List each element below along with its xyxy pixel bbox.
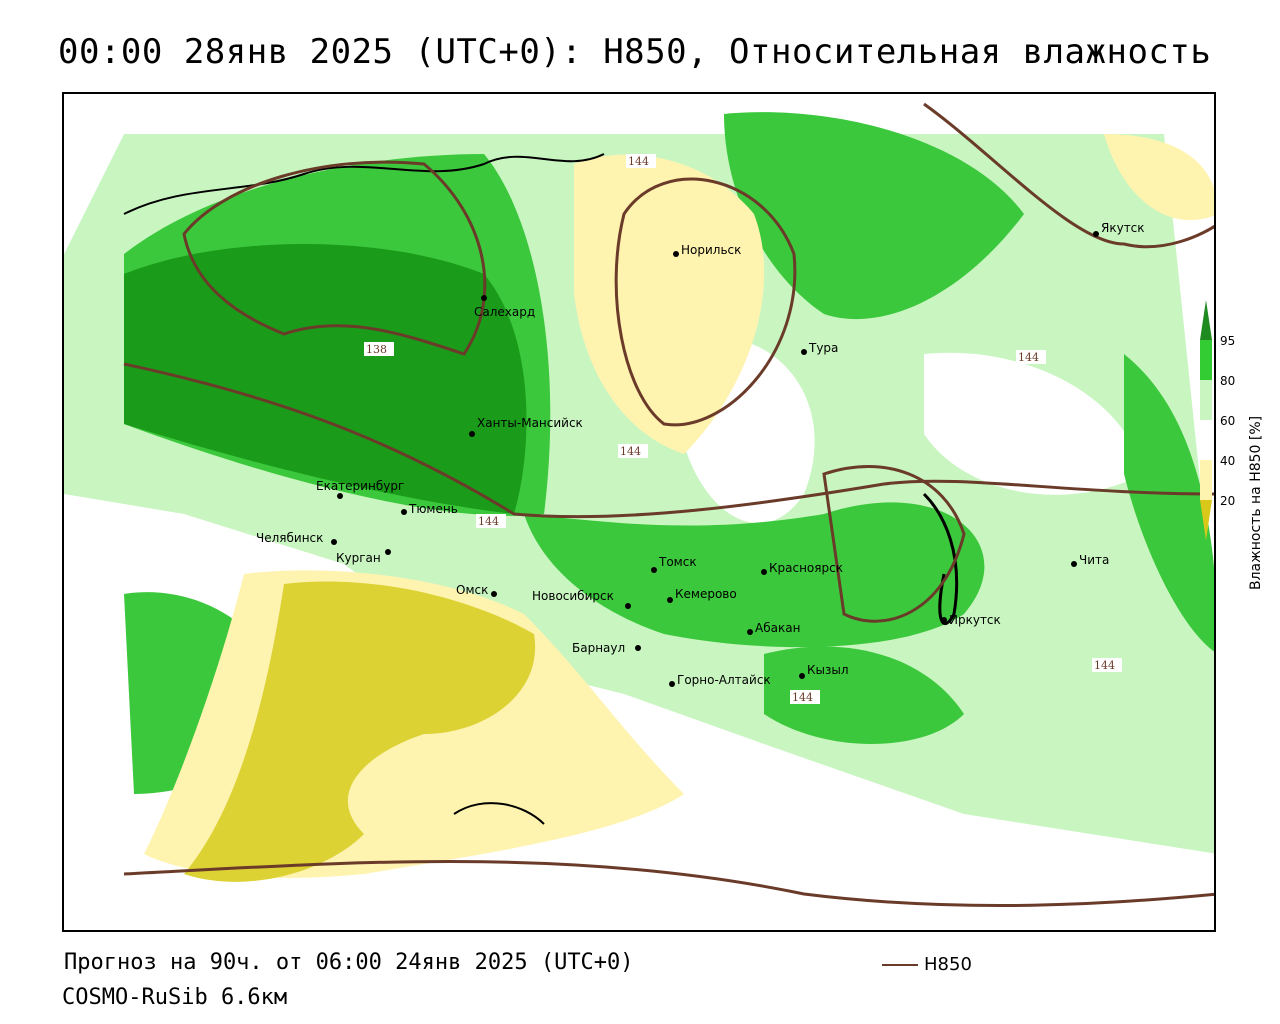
city-irkutsk[interactable]: Иркутск [941,613,1001,627]
svg-text:Кызыл: Кызыл [807,663,849,677]
svg-text:144: 144 [628,155,649,168]
city-salekhard[interactable]: Салехард [474,295,535,319]
colorbar-tick: 60 [1220,414,1236,428]
city-tyumen[interactable]: Тюмень [401,502,458,516]
svg-text:Томск: Томск [658,555,697,569]
colorbar-swatches [1200,300,1212,540]
dark-green-core [124,244,527,514]
city-krasnoyarsk[interactable]: Красноярск [761,561,843,575]
svg-text:Новосибирск: Новосибирск [532,589,614,603]
colorbar-swatch-20 [1200,460,1212,500]
city-kurgan[interactable]: Курган [336,549,391,565]
olive-area-kazakhstan [184,581,536,882]
svg-text:Чита: Чита [1079,553,1109,567]
svg-text:144: 144 [792,691,813,704]
city-yekaterinburg[interactable]: Екатеринбург [316,479,404,499]
lake-baikal [922,492,959,626]
svg-text:Норильск: Норильск [681,243,741,257]
svg-text:144: 144 [1094,659,1115,672]
city-chelyabinsk[interactable]: Челябинск [256,531,337,545]
contour-label: 144 [1016,350,1046,364]
city-yakutsk[interactable]: Якутск [1093,221,1145,237]
green-area-far-east [1124,354,1214,652]
svg-text:Ханты-Мансийск: Ханты-Мансийск [477,416,583,430]
contour-label: 138 [364,342,394,356]
svg-text:Салехард: Салехард [474,305,535,319]
colorbar-title: Влажность на H850 [%] [1248,415,1264,590]
lake-balkhash [453,802,545,825]
colorbar-swatch-low [1200,500,1212,540]
city-novosibirsk[interactable]: Новосибирск [532,589,631,609]
green-area-sayan [764,646,964,744]
city-gorno-altaysk[interactable]: Горно-Алтайск [669,673,771,687]
svg-text:144: 144 [620,445,641,458]
contour-label: 144 [618,444,648,458]
svg-text:Якутск: Якутск [1101,221,1145,235]
contour-label: 144 [790,690,820,704]
colorbar-tick: 80 [1220,374,1236,388]
h850-contour-baikal [822,465,966,623]
map-title: 00:00 28янв 2025 (UTC+0): H850, Относите… [58,32,1212,72]
svg-text:Иркутск: Иркутск [949,613,1001,627]
h850-contour-line [123,362,1214,519]
colorbar-swatch-60 [1200,380,1212,420]
svg-text:144: 144 [1018,351,1039,364]
colorbar-swatch-95 [1200,300,1212,340]
city-norilsk[interactable]: Норильск [673,243,741,257]
svg-text:Горно-Алтайск: Горно-Алтайск [677,673,771,687]
model-name: COSMO-RuSib 6.6км [62,985,288,1010]
svg-text:Красноярск: Красноярск [769,561,843,575]
h850-contour-high [614,177,797,427]
humidity-map: 144 138 144 144 144 144 144 Норил [64,94,1214,930]
svg-text:Тура: Тура [808,341,838,355]
city-chita[interactable]: Чита [1071,553,1109,567]
colorbar-swatch-40 [1200,420,1212,460]
city-barnaul[interactable]: Барнаул [572,641,641,655]
contour-legend-line [882,964,918,966]
arctic-coastline [123,153,605,215]
svg-text:Челябинск: Челябинск [256,531,323,545]
map-panel[interactable]: 144 138 144 144 144 144 144 Норил [62,92,1216,932]
humidity-colorbar: 95 80 60 40 20 [1196,300,1280,600]
city-khanty-mansiysk[interactable]: Ханты-Мансийск [469,416,583,437]
h850-contour-south [123,860,1214,908]
forecast-info: Прогноз на 90ч. от 06:00 24янв 2025 (UTC… [64,950,634,975]
svg-text:Екатеринбург: Екатеринбург [316,479,404,493]
city-kyzyl[interactable]: Кызыл [799,663,849,679]
colorbar-tick: 40 [1220,454,1236,468]
city-tura[interactable]: Тура [801,341,838,355]
city-tomsk[interactable]: Томск [651,555,697,573]
city-abakan[interactable]: Абакан [747,621,800,635]
city-kemerovo[interactable]: Кемерово [667,587,737,603]
contour-label: 144 [1092,658,1122,672]
colorbar-tick: 20 [1220,494,1236,508]
colorbar-tick: 95 [1220,334,1236,348]
svg-text:Омск: Омск [456,583,488,597]
svg-text:Абакан: Абакан [755,621,800,635]
green-area-north-east [724,112,1024,320]
svg-text:Барнаул: Барнаул [572,641,625,655]
white-area-north [64,94,534,254]
green-area-siberia [524,502,985,648]
contour-label: 144 [626,154,656,168]
contour-label: 144 [476,514,506,528]
yellow-area-north-east [1104,134,1214,221]
svg-text:Тюмень: Тюмень [408,502,458,516]
h850-contour-north-east [923,102,1214,249]
contour-legend-label: H850 [924,954,972,975]
h850-contour-low [182,160,487,356]
colorbar-swatch-80 [1200,340,1212,380]
svg-text:Кемерово: Кемерово [675,587,737,601]
white-area-east [924,352,1144,495]
svg-text:138: 138 [366,343,387,356]
svg-text:144: 144 [478,515,499,528]
svg-text:Курган: Курган [336,551,381,565]
city-omsk[interactable]: Омск [456,583,497,597]
